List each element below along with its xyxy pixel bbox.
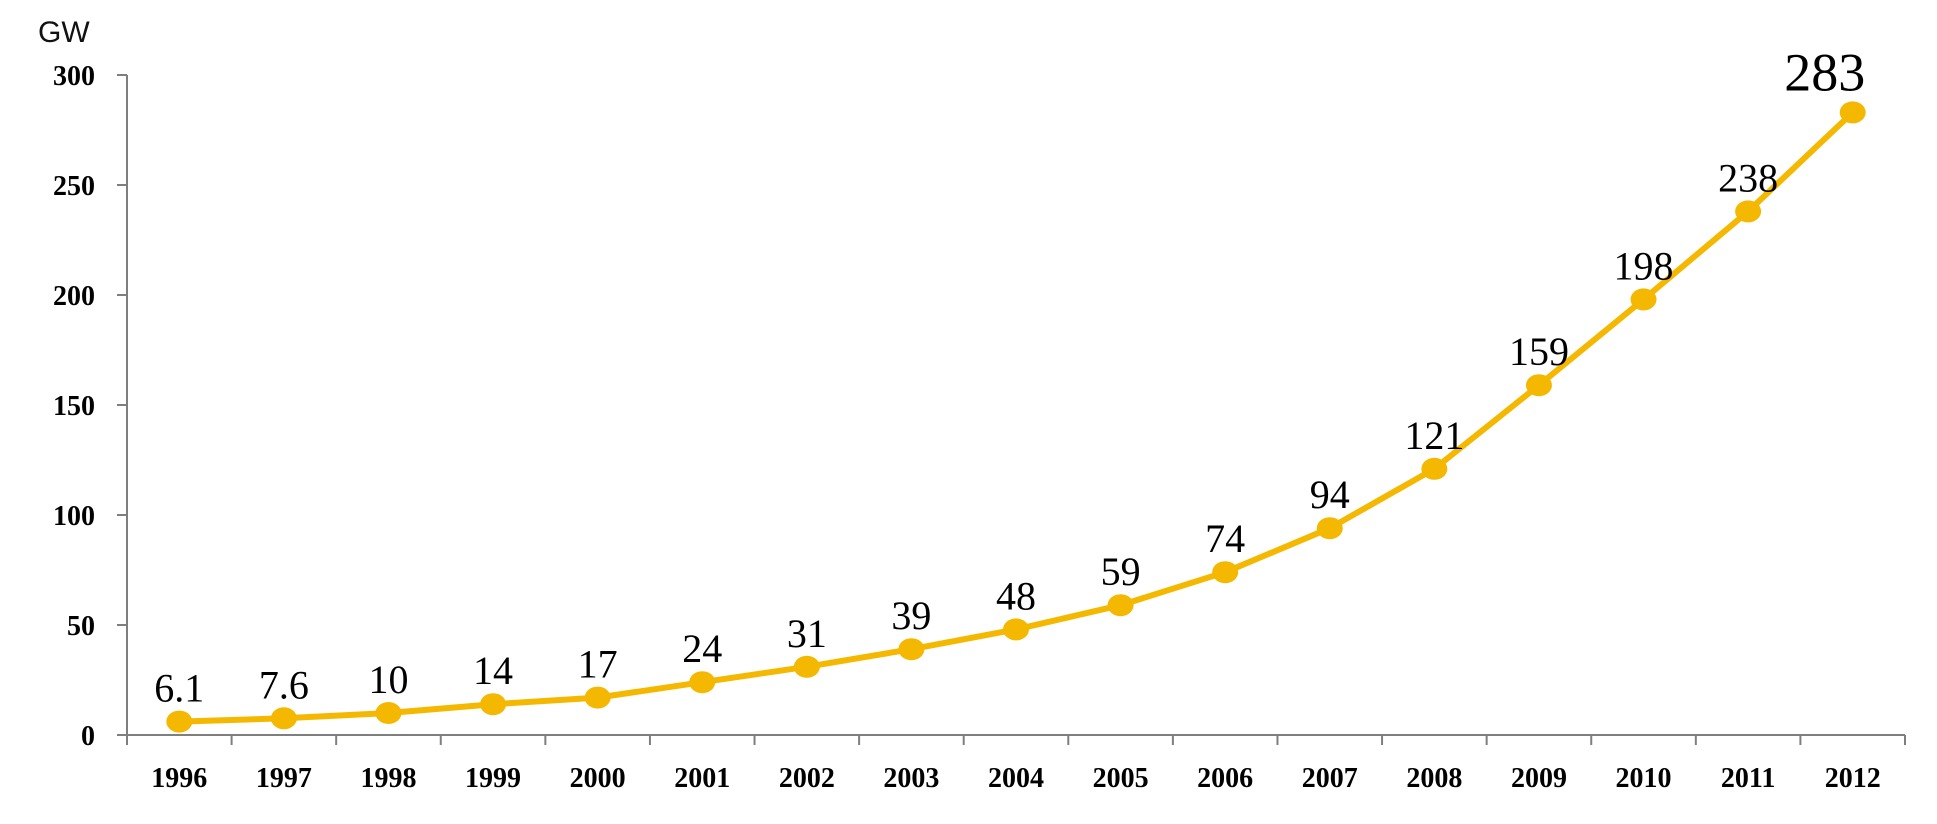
- x-tick-label: 2006: [1197, 763, 1253, 794]
- data-label: 48: [996, 573, 1036, 618]
- x-axis-ticks: 1996 1997 1998 1999 2000 2001 2002 2003 2004 2005…: [126, 735, 1906, 794]
- data-label: 31: [787, 611, 827, 656]
- series-group: [166, 101, 1866, 733]
- data-point: [1525, 374, 1552, 397]
- data-label: 14: [473, 648, 513, 693]
- data-label: 7.6: [259, 662, 309, 707]
- data-label: 6.1: [154, 666, 204, 711]
- data-point: [1107, 594, 1134, 617]
- data-label: 283: [1784, 42, 1865, 102]
- data-label: 159: [1509, 329, 1569, 374]
- data-point: [1212, 561, 1239, 584]
- y-tick-label: 200: [53, 281, 95, 312]
- y-tick-label: 250: [53, 171, 95, 202]
- x-tick-label: 2012: [1825, 763, 1881, 794]
- data-label: 238: [1718, 155, 1778, 200]
- y-axis-unit-label: GW: [38, 16, 90, 49]
- x-tick-label: 2001: [674, 763, 730, 794]
- x-tick-label: 2008: [1406, 763, 1462, 794]
- x-tick-label: 2000: [570, 763, 626, 794]
- data-point: [375, 702, 402, 724]
- x-tick-label: 2005: [1093, 763, 1149, 794]
- data-point: [793, 655, 820, 678]
- y-tick-label: 50: [67, 611, 95, 642]
- data-point: [1316, 517, 1343, 540]
- data-label: 198: [1614, 243, 1674, 288]
- data-label: 59: [1101, 549, 1141, 594]
- x-tick-label: 2007: [1302, 763, 1358, 794]
- x-tick-label: 1997: [256, 763, 312, 794]
- data-point: [1421, 457, 1448, 480]
- data-point: [1003, 618, 1029, 641]
- x-tick-label: 2009: [1511, 763, 1567, 794]
- y-tick-label: 0: [81, 721, 95, 752]
- data-point: [1630, 288, 1657, 311]
- data-label: 10: [368, 657, 408, 702]
- x-tick-label: 2004: [988, 763, 1044, 794]
- x-tick-label: 1999: [465, 763, 521, 794]
- x-tick-label: 1996: [151, 763, 207, 794]
- x-tick-label: 2002: [779, 763, 835, 794]
- data-label: 24: [682, 626, 722, 671]
- data-label: 74: [1205, 516, 1245, 561]
- y-tick-label: 100: [53, 501, 95, 532]
- data-labels: 6.1 7.6 10 14 17 24 31 39 48 59 74 94 121 159 198 238 28…: [154, 42, 1865, 710]
- y-tick-label: 300: [53, 61, 95, 92]
- x-tick-label: 2011: [1721, 763, 1775, 794]
- data-point: [898, 638, 925, 661]
- y-axis-ticks: 0 50 100 150 200 250 300: [53, 61, 127, 752]
- data-point: [689, 671, 716, 694]
- data-label: 17: [578, 642, 618, 687]
- data-label: 121: [1404, 413, 1464, 458]
- data-label: 39: [891, 593, 931, 638]
- x-tick-label: 2010: [1616, 763, 1672, 794]
- data-point: [584, 686, 611, 709]
- x-tick-label: 2003: [883, 763, 939, 794]
- data-point: [270, 707, 297, 730]
- data-label: 94: [1310, 472, 1350, 517]
- data-point: [480, 693, 507, 716]
- x-tick-label: 1998: [360, 763, 416, 794]
- data-point: [166, 710, 193, 733]
- y-tick-label: 150: [53, 391, 95, 422]
- data-point: [1735, 200, 1762, 223]
- data-point: [1839, 101, 1866, 124]
